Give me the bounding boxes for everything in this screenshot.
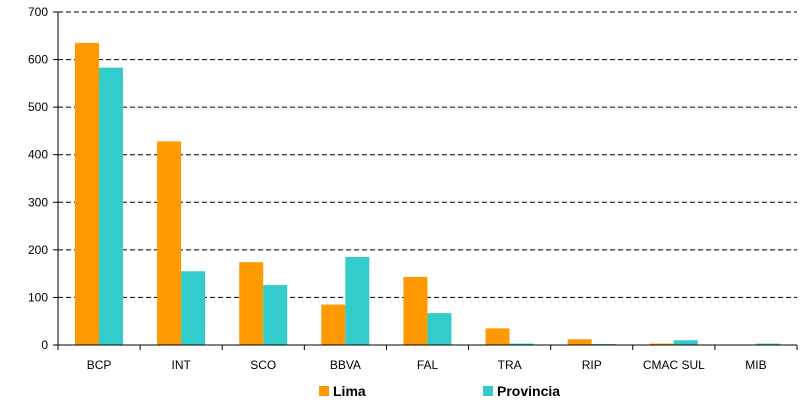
bar-lima-sco bbox=[239, 262, 264, 345]
legend: Lima Provincia bbox=[0, 383, 801, 401]
legend-item-lima: Lima bbox=[319, 383, 366, 399]
bar-lima-bbva bbox=[321, 304, 346, 345]
x-tick-label: INT bbox=[171, 358, 191, 372]
legend-item-provincia: Provincia bbox=[483, 383, 560, 399]
x-tick-label: CMAC SUL bbox=[643, 358, 705, 372]
x-tick-label: BBVA bbox=[330, 358, 361, 372]
y-tick-label: 0 bbox=[41, 338, 48, 352]
bar-provincia-int bbox=[181, 271, 206, 345]
axes bbox=[53, 11, 798, 350]
bar-provincia-sco bbox=[263, 285, 288, 345]
bar-provincia-bbva bbox=[345, 256, 370, 345]
bar-provincia-mib bbox=[755, 343, 780, 345]
y-tick-label: 200 bbox=[28, 243, 48, 257]
legend-label-lima: Lima bbox=[333, 383, 366, 399]
y-tick-label: 700 bbox=[28, 5, 48, 19]
bar-lima-bcp bbox=[75, 42, 99, 346]
bar-lima-cmac-sul bbox=[649, 343, 674, 345]
legend-label-provincia: Provincia bbox=[497, 383, 561, 399]
bar-provincia-bcp bbox=[99, 67, 123, 345]
gridlines bbox=[58, 11, 797, 298]
y-tick-labels: 0 100 200 300 400 500 600 700 bbox=[28, 5, 48, 352]
y-tick-label: 400 bbox=[28, 148, 48, 162]
bar-lima-rip bbox=[567, 339, 592, 345]
legend-swatch-lima bbox=[319, 386, 329, 396]
x-tick-label: FAL bbox=[417, 358, 439, 372]
y-tick-label: 300 bbox=[28, 195, 48, 209]
bar-lima-fal bbox=[403, 276, 428, 345]
x-tick-label: MIB bbox=[745, 358, 766, 372]
bar-provincia-tra bbox=[509, 343, 534, 345]
y-tick-label: 100 bbox=[28, 290, 48, 304]
x-tick-label: SCO bbox=[250, 358, 276, 372]
bar-provincia-cmac-sul bbox=[673, 340, 698, 345]
y-tick-label: 600 bbox=[28, 53, 48, 67]
x-tick-label: TRA bbox=[498, 358, 522, 372]
legend-swatch-provincia bbox=[483, 386, 493, 396]
bar-lima-int bbox=[157, 141, 182, 345]
bars bbox=[75, 42, 780, 346]
x-tick-label: RIP bbox=[582, 358, 602, 372]
y-tick-label: 500 bbox=[28, 100, 48, 114]
bar-provincia-fal bbox=[427, 313, 452, 345]
bar-lima-tra bbox=[485, 328, 510, 345]
x-tick-labels: BCP INT SCO BBVA FAL TRA RIP CMAC SUL MIB bbox=[87, 358, 767, 372]
x-tick-label: BCP bbox=[87, 358, 112, 372]
